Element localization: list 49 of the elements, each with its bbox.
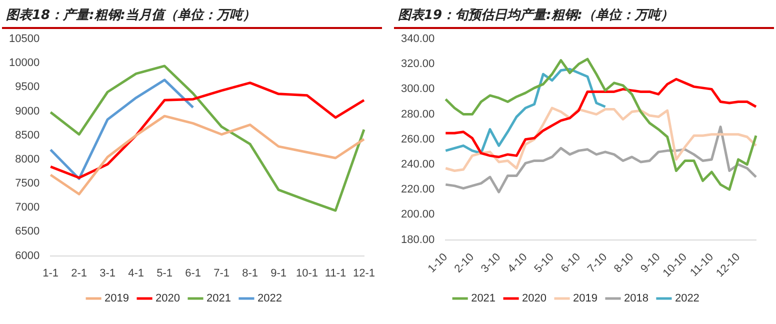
x-tick-label: 6-10	[558, 251, 583, 276]
y-tick-label: 280.00	[400, 108, 435, 120]
chart-title: 图表18：产量:粗钢:当月值（单位：万吨）	[2, 4, 382, 29]
legend-label: 2019	[104, 292, 130, 305]
chart-title: 图表19：旬预估日均产量:粗钢:（单位：万吨）	[394, 4, 774, 29]
y-tick-label: 6000	[15, 250, 40, 262]
x-tick-label: 9-10	[638, 251, 663, 276]
y-tick-label: 300.00	[400, 83, 435, 96]
y-tick-label: 260.00	[400, 133, 435, 146]
y-tick-label: 10000	[8, 57, 40, 70]
y-tick-label: 240.00	[400, 158, 435, 171]
x-tick-label: 2-1	[71, 267, 88, 280]
x-tick-label: 10-1	[296, 267, 318, 280]
y-tick-label: 220.00	[400, 184, 435, 196]
x-tick-label: 6-1	[185, 267, 201, 280]
x-tick-label: 11-1	[324, 267, 346, 280]
x-tick-label: 4-1	[128, 267, 144, 280]
legend-label: 2019	[573, 292, 598, 305]
legend-label: 2022	[674, 292, 700, 305]
legend-label: 2020	[522, 292, 547, 305]
x-tick-label: 1-1	[42, 267, 59, 280]
x-tick-label: 8-1	[242, 267, 258, 280]
y-tick-label: 10500	[8, 33, 40, 46]
x-tick-label: 12-1	[352, 267, 376, 280]
x-tick-label: 5-10	[532, 251, 556, 276]
legend-label: 2021	[206, 292, 231, 305]
x-tick-label: 7-1	[214, 267, 230, 280]
legend-label: 2022	[257, 292, 282, 305]
x-tick-label: 9-1	[270, 267, 286, 280]
x-tick-label: 5-1	[156, 267, 173, 280]
y-tick-label: 340.00	[400, 33, 435, 46]
y-tick-label: 7000	[15, 202, 40, 214]
x-tick-label: 4-10	[506, 251, 530, 276]
legend-label: 2020	[156, 292, 180, 305]
y-tick-label: 320.00	[400, 58, 435, 70]
x-tick-label: 3-1	[100, 267, 116, 280]
y-tick-label: 6500	[15, 226, 40, 238]
x-tick-label: 8-10	[612, 251, 636, 276]
y-tick-label: 180.00	[400, 234, 435, 246]
x-tick-label: 3-10	[479, 251, 504, 276]
y-tick-label: 9000	[15, 105, 40, 118]
y-tick-label: 7500	[15, 178, 40, 190]
y-tick-label: 9500	[15, 81, 40, 94]
y-tick-label: 8000	[15, 153, 40, 166]
y-tick-label: 8500	[15, 129, 40, 142]
x-tick-label: 7-10	[585, 251, 610, 276]
legend-label: 2018	[624, 292, 648, 305]
y-tick-label: 200.00	[400, 208, 435, 221]
legend-label: 2021	[471, 292, 496, 305]
